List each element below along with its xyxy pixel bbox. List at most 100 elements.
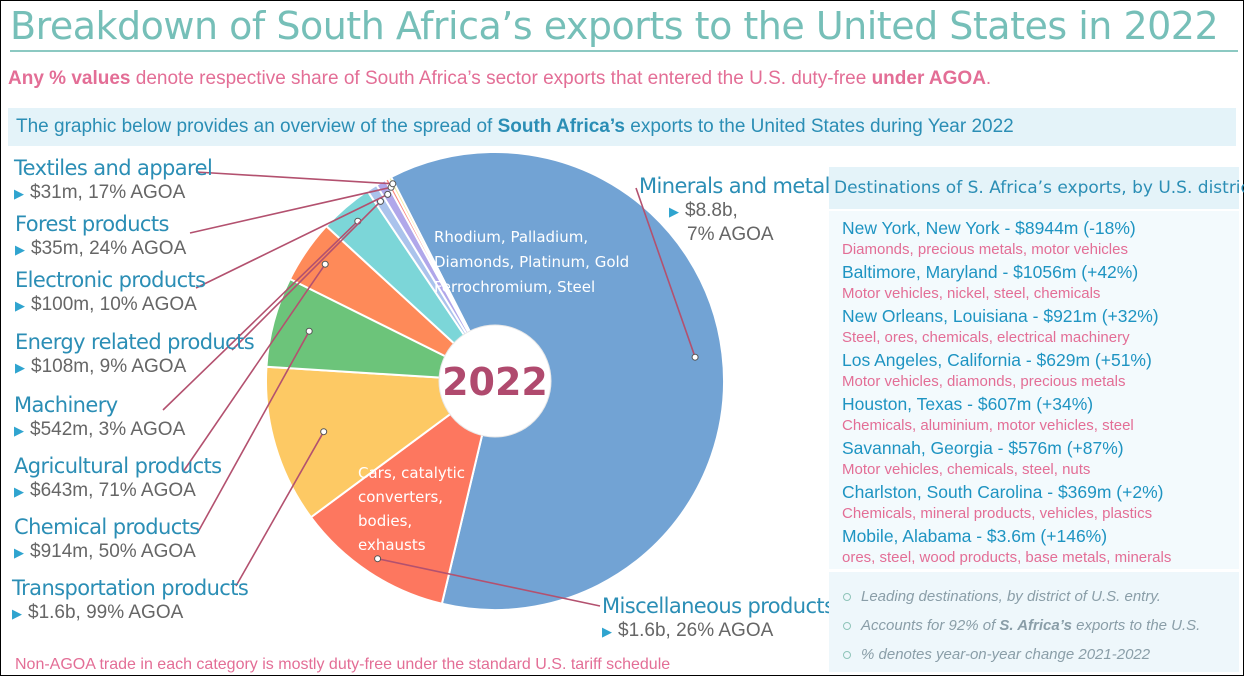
- triangle-icon: ▶: [14, 484, 24, 499]
- label-electronic-value: $100m, 10% AGOA: [31, 294, 197, 315]
- destination-item: New Orleans, Louisiana - $921m (+32%) Ste…: [842, 305, 1239, 349]
- label-agricultural-value: $643m, 71% AGOA: [30, 480, 196, 501]
- subtitle: Any % values denote respective share of …: [8, 68, 991, 90]
- leader-line: [377, 557, 601, 607]
- destination-city: New York, New York - $8944m (-18%): [842, 218, 1136, 238]
- label-electronic-name: Electronic products: [15, 268, 206, 292]
- leader-line: [235, 431, 325, 587]
- leader-line: [635, 187, 696, 358]
- leader-line: [197, 330, 310, 533]
- label-minerals-agoa: 7% AGOA: [687, 224, 774, 245]
- destinations-notes: Leading destinations, by district of U.S…: [829, 572, 1239, 672]
- label-energy-value: $108m, 9% AGOA: [31, 356, 187, 377]
- destination-item: Charlston, South Carolina - $369m (+2%) C…: [842, 481, 1239, 525]
- destination-item: Baltimore, Maryland - $1056m (+42%) Motor…: [842, 261, 1239, 305]
- destinations-heading: Destinations of S. Africa’s exports, by …: [829, 167, 1244, 209]
- bullet-circle-icon: [843, 651, 851, 660]
- label-textiles-name: Textiles and apparel: [14, 156, 213, 180]
- destination-city: Baltimore, Maryland - $1056m (+42%): [842, 262, 1139, 282]
- label-agricultural: Agricultural products ▶ $643m, 71% AGOA: [14, 454, 222, 502]
- center-year-label: 2022: [442, 360, 548, 404]
- page-title: Breakdown of South Africa’s exports to t…: [10, 4, 1238, 52]
- label-forest-value: $35m, 24% AGOA: [31, 238, 187, 259]
- overview-suffix: exports to the United States during Year…: [625, 116, 1014, 137]
- leader-line: [231, 200, 382, 351]
- triangle-icon: ▶: [14, 423, 24, 438]
- label-transportation: Transportation products ▶ $1.6b, 99% AGOA: [12, 576, 249, 624]
- destination-products: Motor vehicles, nickel, steel, chemicals: [842, 285, 1101, 302]
- label-chemical-value: $914m, 50% AGOA: [30, 541, 196, 562]
- destination-note: Leading destinations, by district of U.S…: [843, 582, 1239, 611]
- note-text: % denotes year-on-year change 2021-2022: [861, 646, 1151, 663]
- leader-line: [162, 220, 359, 411]
- leader-line: [189, 186, 392, 234]
- destination-city: Los Angeles, California - $629m (+51%): [842, 350, 1152, 370]
- destination-city: Charlston, South Carolina - $369m (+2%): [842, 482, 1164, 502]
- destination-products: ores, steel, wood products, base metals,…: [842, 549, 1172, 566]
- leader-dot: [321, 260, 329, 268]
- label-minerals: Minerals and metals ▶ $8.8b, 7% AGOA: [639, 174, 841, 246]
- subtitle-bold-prefix: Any % values: [8, 68, 131, 89]
- label-textiles: Textiles and apparel ▶ $31m, 17% AGOA: [14, 156, 213, 204]
- transportation-note-line: Cars, catalytic: [358, 464, 465, 482]
- triangle-icon: ▶: [15, 242, 25, 257]
- label-agricultural-name: Agricultural products: [14, 454, 222, 478]
- triangle-icon: ▶: [14, 545, 24, 560]
- destination-products: Motor vehicles, diamonds, precious metal…: [842, 373, 1126, 390]
- label-forest-name: Forest products: [15, 212, 169, 236]
- leader-dot: [374, 555, 382, 563]
- note-text-bold: S. Africa’s: [999, 617, 1072, 634]
- destinations-list: New York, New York - $8944m (-18%) Diamon…: [829, 211, 1239, 569]
- label-transportation-name: Transportation products: [12, 576, 249, 600]
- label-electronic: Electronic products ▶ $100m, 10% AGOA: [15, 268, 206, 316]
- label-machinery-name: Machinery: [14, 393, 118, 417]
- triangle-icon: ▶: [602, 624, 612, 639]
- footnote: Non-AGOA trade in each category is mostl…: [15, 656, 671, 673]
- destination-products: Diamonds, precious metals, motor vehicle…: [842, 241, 1128, 258]
- label-chemical-name: Chemical products: [14, 515, 200, 539]
- destination-products: Chemicals, mineral products, vehicles, p…: [842, 505, 1153, 522]
- label-minerals-name: Minerals and metals: [639, 174, 841, 198]
- label-forest: Forest products ▶ $35m, 24% AGOA: [15, 212, 186, 260]
- overview-bold: South Africa’s: [497, 116, 625, 137]
- subtitle-middle: denote respective share of South Africa’…: [130, 68, 872, 89]
- label-energy: Energy related products ▶ $108m, 9% AGOA: [15, 330, 255, 378]
- label-machinery-value: $542m, 3% AGOA: [30, 419, 186, 440]
- bullet-circle-icon: [843, 622, 851, 631]
- label-miscellaneous-name: Miscellaneous products: [602, 594, 835, 618]
- note-text: Leading destinations, by district of U.S…: [861, 588, 1161, 605]
- overview-banner: The graphic below provides an overview o…: [8, 108, 1236, 146]
- leader-dot: [389, 180, 397, 188]
- label-transportation-value: $1.6b, 99% AGOA: [28, 602, 184, 623]
- label-miscellaneous: Miscellaneous products ▶ $1.6b, 26% AGOA: [602, 594, 835, 642]
- leader-line: [195, 171, 393, 185]
- minerals-note-line: Ferrochromium, Steel: [434, 278, 595, 296]
- note-text-pre: Accounts for 92% of: [861, 617, 1000, 634]
- destination-item: Houston, Texas - $607m (+34%) Chemicals, …: [842, 393, 1239, 437]
- label-minerals-value: $8.8b,: [685, 200, 738, 221]
- destination-city: New Orleans, Louisiana - $921m (+32%): [842, 306, 1159, 326]
- minerals-note-line: Diamonds, Platinum, Gold: [434, 253, 629, 271]
- destination-item: Savannah, Georgia - $576m (+87%) Motor ve…: [842, 437, 1239, 481]
- subtitle-bold-suffix: under AGOA: [871, 68, 986, 89]
- label-energy-name: Energy related products: [15, 330, 255, 354]
- destination-item: Los Angeles, California - $629m (+51%) Mo…: [842, 349, 1239, 393]
- leader-line: [182, 263, 326, 473]
- pie-slice-transportation-products: [265, 365, 498, 519]
- destination-city: Houston, Texas - $607m (+34%): [842, 394, 1094, 414]
- leader-line: [195, 193, 389, 289]
- destination-products: Motor vehicles, chemicals, steel, nuts: [842, 461, 1091, 478]
- bullet-circle-icon: [843, 593, 851, 602]
- leader-dot: [384, 190, 392, 198]
- label-chemical: Chemical products ▶ $914m, 50% AGOA: [14, 515, 200, 563]
- destination-item: Mobile, Alabama - $3.6m (+146%) ores, ste…: [842, 525, 1239, 569]
- transportation-note-line: bodies,: [358, 512, 412, 530]
- destination-products: Chemicals, aluminium, motor vehicles, st…: [842, 417, 1134, 434]
- destination-city: Mobile, Alabama - $3.6m (+146%): [842, 526, 1108, 546]
- center-hole: [438, 324, 552, 438]
- note-text-post: exports to the U.S.: [1071, 617, 1201, 634]
- overview-prefix: The graphic below provides an overview o…: [16, 116, 498, 137]
- triangle-icon: ▶: [14, 186, 24, 201]
- leader-dot: [691, 353, 699, 361]
